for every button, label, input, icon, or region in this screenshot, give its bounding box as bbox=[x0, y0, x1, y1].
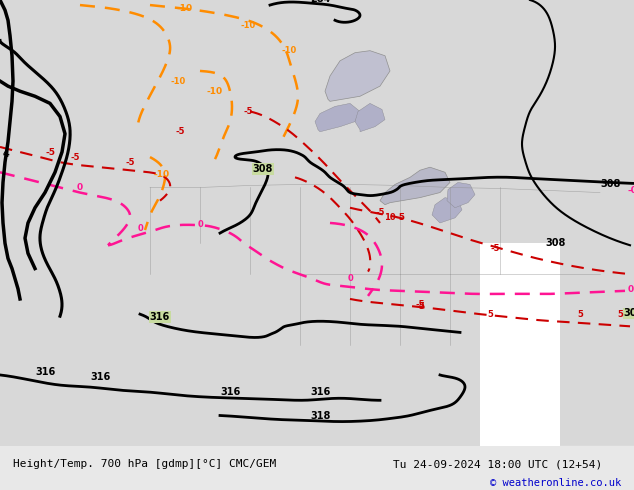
Text: -0: -0 bbox=[628, 186, 634, 195]
Text: 0: 0 bbox=[347, 274, 353, 283]
Polygon shape bbox=[0, 0, 634, 76]
Text: 5: 5 bbox=[617, 310, 623, 318]
Text: 5: 5 bbox=[577, 310, 583, 318]
Polygon shape bbox=[355, 103, 385, 132]
Text: -5: -5 bbox=[395, 213, 405, 222]
Text: 0: 0 bbox=[137, 223, 143, 233]
Text: -10: -10 bbox=[171, 76, 186, 86]
Text: 316: 316 bbox=[220, 387, 240, 397]
Text: 0: 0 bbox=[628, 285, 634, 294]
Text: 316: 316 bbox=[150, 312, 170, 322]
Text: 10: 10 bbox=[384, 213, 396, 222]
Polygon shape bbox=[560, 162, 634, 446]
Text: -5: -5 bbox=[375, 208, 385, 218]
Text: -10: -10 bbox=[240, 21, 256, 30]
Text: Tu 24-09-2024 18:00 UTC (12+54): Tu 24-09-2024 18:00 UTC (12+54) bbox=[393, 459, 602, 469]
Text: 318: 318 bbox=[310, 411, 330, 420]
Text: -5: -5 bbox=[126, 158, 135, 167]
Text: -10: -10 bbox=[207, 87, 223, 96]
Text: -10: -10 bbox=[177, 3, 193, 13]
Bar bbox=[480, 243, 634, 446]
Text: 308: 308 bbox=[253, 164, 273, 174]
Text: 5: 5 bbox=[487, 310, 493, 318]
Text: -5: -5 bbox=[175, 127, 184, 136]
Text: 308: 308 bbox=[545, 238, 566, 248]
Text: Height/Temp. 700 hPa [gdmp][°C] CMC/GEM: Height/Temp. 700 hPa [gdmp][°C] CMC/GEM bbox=[13, 459, 276, 469]
Text: 0: 0 bbox=[77, 183, 83, 192]
Polygon shape bbox=[447, 182, 475, 208]
Text: -5: -5 bbox=[415, 301, 425, 311]
Text: -5: -5 bbox=[243, 107, 253, 116]
Text: 4: 4 bbox=[3, 149, 10, 159]
Text: -5: -5 bbox=[415, 299, 425, 309]
Text: 284: 284 bbox=[310, 0, 330, 4]
Text: 308: 308 bbox=[623, 308, 634, 318]
Text: -10: -10 bbox=[281, 46, 297, 55]
Polygon shape bbox=[325, 50, 390, 101]
Text: 308: 308 bbox=[600, 179, 621, 190]
Text: -5: -5 bbox=[70, 152, 80, 162]
Polygon shape bbox=[315, 103, 360, 132]
Polygon shape bbox=[0, 41, 80, 446]
Text: 316: 316 bbox=[35, 367, 55, 377]
Text: -5: -5 bbox=[490, 244, 500, 253]
Text: 316: 316 bbox=[310, 387, 330, 397]
Polygon shape bbox=[432, 197, 462, 223]
Text: 0: 0 bbox=[197, 220, 203, 229]
Text: 316: 316 bbox=[90, 372, 110, 382]
Text: © weatheronline.co.uk: © weatheronline.co.uk bbox=[490, 478, 621, 488]
Text: -5: -5 bbox=[45, 147, 55, 156]
Text: -10: -10 bbox=[154, 170, 170, 179]
Polygon shape bbox=[380, 167, 450, 205]
